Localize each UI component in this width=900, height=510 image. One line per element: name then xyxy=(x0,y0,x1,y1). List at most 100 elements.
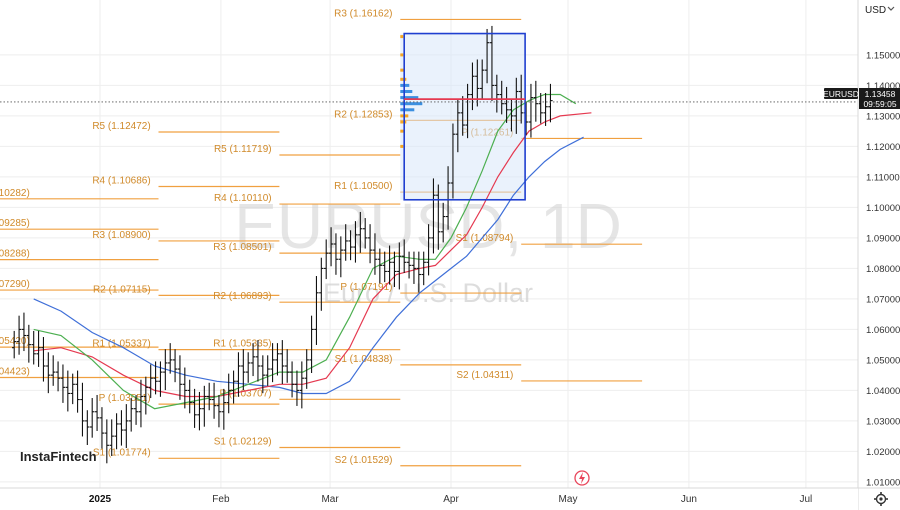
ohlc-bar xyxy=(31,330,36,365)
ohlc-bar xyxy=(392,251,397,288)
ohlc-bar xyxy=(148,364,153,399)
moving-averages xyxy=(33,93,592,410)
currency-button[interactable]: USD xyxy=(865,5,895,16)
settings-gear-icon[interactable] xyxy=(874,492,888,506)
pivot-label: P (1.03707) xyxy=(220,388,272,399)
pivot-label: R3 (1.16162) xyxy=(334,8,392,19)
time-axis-ticks: 2025 Feb Mar Apr May Jun Jul xyxy=(89,494,812,505)
ohlc-bar xyxy=(504,86,509,123)
ohlc-bar xyxy=(241,349,246,391)
pivot-label: R4 (1.09285) xyxy=(0,218,30,229)
currency-label: USD xyxy=(865,5,886,16)
pivot-label: S1 (1.08794) xyxy=(456,233,514,244)
ohlc-bar xyxy=(207,382,212,411)
countdown-value: 09:59:05 xyxy=(863,99,896,109)
pivot-label: S1 (1.01774) xyxy=(93,447,151,458)
ohlc-bar xyxy=(285,349,290,383)
chevron-down-icon xyxy=(887,6,895,11)
pivot-label: P (1.04423) xyxy=(0,366,30,377)
ohlc-bar xyxy=(514,77,519,134)
ohlc-bar xyxy=(363,218,368,249)
ohlc-bar xyxy=(450,123,456,199)
ohlc-bar xyxy=(211,382,217,419)
pivot-label: S1 (1.04838) xyxy=(335,354,393,365)
pivot-levels: R5 (1.10282) R4 (1.09285) R3 (1.08288) R2 (… xyxy=(0,8,643,467)
ohlc-bar xyxy=(533,80,539,122)
ohlc-bar xyxy=(260,355,266,394)
ohlc-bar xyxy=(99,407,105,449)
ohlc-bar xyxy=(470,62,475,111)
volume-profile-bar xyxy=(400,68,405,72)
ohlc-bar xyxy=(299,361,305,409)
ohlc-bar xyxy=(153,361,158,395)
price-axis[interactable] xyxy=(858,0,900,488)
ohlc-bar xyxy=(397,242,402,290)
volume-profile-bar xyxy=(400,129,405,133)
ohlc-bar xyxy=(26,324,32,363)
ohlc-bar xyxy=(138,379,144,428)
price-tick-label: 1.11000 xyxy=(866,172,900,183)
ohlc-bar xyxy=(314,276,319,345)
ohlc-bar xyxy=(499,80,504,115)
ohlc-bar xyxy=(338,236,344,278)
price-range-box xyxy=(403,32,526,201)
time-tick-label: Mar xyxy=(321,494,339,505)
pivot-label: P (1.07191) xyxy=(340,282,392,293)
ohlc-bar xyxy=(177,355,183,400)
ohlc-bar xyxy=(333,233,339,275)
volume-profile-bar xyxy=(400,77,407,81)
last-price-badge: 1.13458 09:59:05 xyxy=(859,88,900,109)
ohlc-bar xyxy=(465,83,470,139)
volume-profile-bar xyxy=(400,53,404,57)
ohlc-bar xyxy=(455,99,461,153)
ohlc-bar xyxy=(324,239,329,280)
time-tick-label: May xyxy=(559,494,578,505)
price-tick-label: 1.02000 xyxy=(866,447,900,458)
ohlc-bar xyxy=(80,382,85,437)
pivot-label: R5 (1.11719) xyxy=(214,144,272,155)
pivot-label: S2 (1.04311) xyxy=(456,370,513,381)
ohlc-bar xyxy=(460,96,465,136)
pivot-label: R4 (1.10686) xyxy=(92,175,150,186)
pivot-label: R2 (1.07115) xyxy=(93,284,151,295)
ohlc-bar xyxy=(367,224,373,264)
brand-logo: InstaFintech xyxy=(20,449,97,464)
ohlc-bar xyxy=(124,404,129,449)
ohlc-bar xyxy=(431,178,436,254)
pivot-label: R1 (1.10500) xyxy=(334,181,392,192)
last-price-value: 1.13458 xyxy=(865,89,896,99)
ohlc-bar xyxy=(348,230,353,261)
ohlc-bar xyxy=(236,352,241,397)
symbol-badge-label: EURUSD xyxy=(823,89,859,99)
ohlc-bar xyxy=(85,410,90,445)
ohlc-bar xyxy=(65,370,71,412)
ohlc-bar xyxy=(509,99,514,132)
time-tick-label: Feb xyxy=(212,494,230,505)
volume-profile-bar xyxy=(400,108,415,112)
symbol-badge: EURUSD xyxy=(823,88,859,99)
ohlc-bar xyxy=(187,379,192,414)
ohlc-bar xyxy=(21,312,27,352)
ohlc-bar xyxy=(445,166,451,230)
ohlc-bar xyxy=(270,343,275,383)
ohlc-bar xyxy=(358,211,363,253)
price-tick-label: 1.13000 xyxy=(866,111,900,122)
time-axis[interactable] xyxy=(0,488,858,510)
pivot-label: R2 (1.07290) xyxy=(0,279,30,290)
ohlc-bar xyxy=(182,367,188,409)
ohlc-bar xyxy=(441,202,446,243)
time-tick-label: Apr xyxy=(443,494,459,505)
pivot-label: R3 (1.08900) xyxy=(92,230,150,241)
ohlc-bar xyxy=(377,248,383,284)
ohlc-bar xyxy=(411,251,417,284)
ohlc-bar xyxy=(319,257,324,311)
pivot-label: R1 (1.05337) xyxy=(92,339,150,350)
time-tick-label: Jun xyxy=(681,494,697,505)
lightning-icon[interactable] xyxy=(574,470,590,486)
time-tick-label: 2025 xyxy=(89,494,112,505)
ohlc-bar xyxy=(216,394,222,428)
ohlc-bar xyxy=(119,410,124,446)
ohlc-bar xyxy=(304,349,309,389)
ohlc-bar xyxy=(226,373,231,414)
